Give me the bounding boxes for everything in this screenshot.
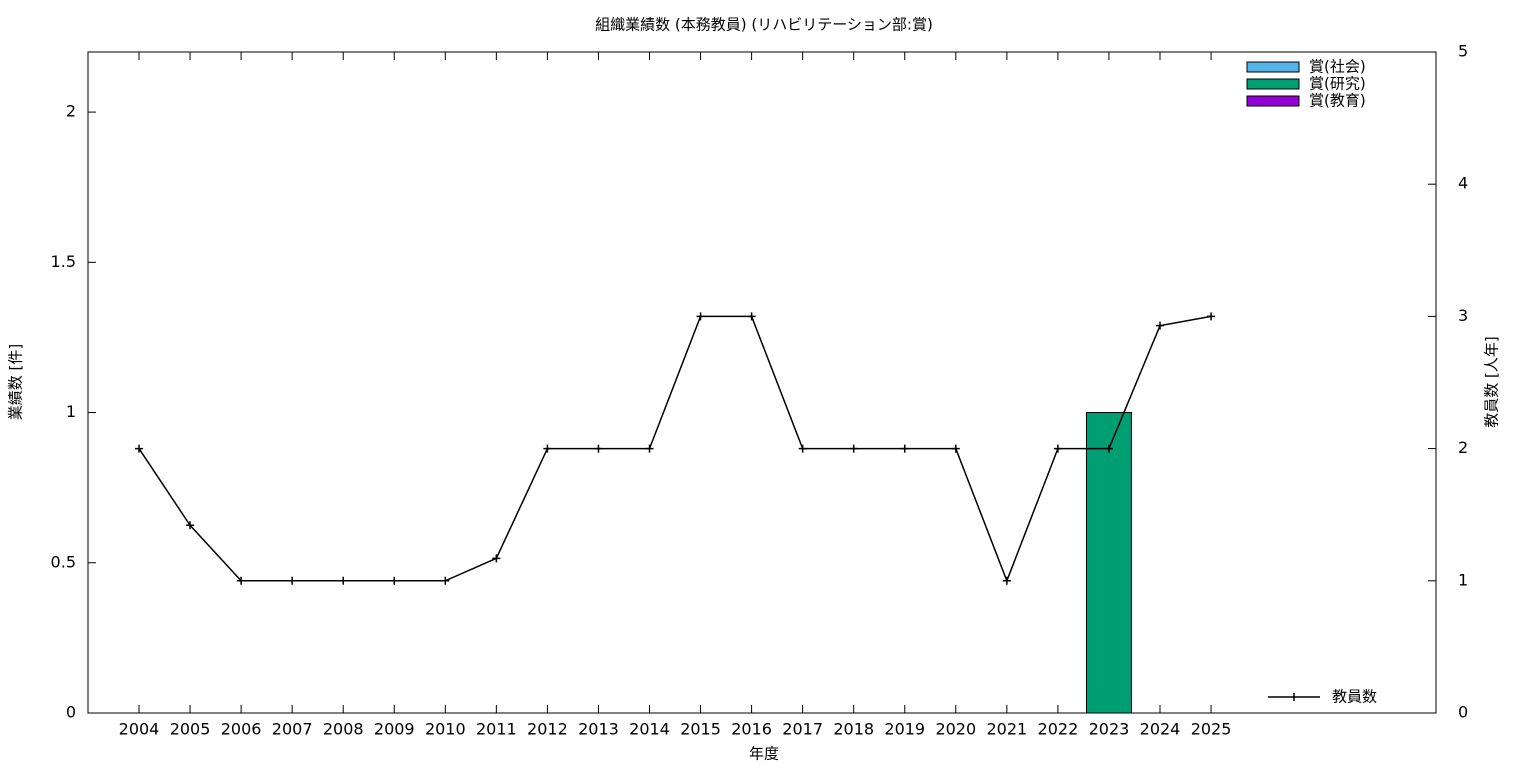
y-axis-label: 業績数 [件]	[7, 344, 25, 420]
point	[900, 444, 909, 453]
x-tick-label: 2024	[1140, 720, 1181, 739]
y2-tick-label: 1	[1458, 570, 1468, 589]
y2-tick-label: 5	[1458, 42, 1468, 61]
point	[543, 444, 552, 453]
x-tick-label: 2022	[1038, 720, 1079, 739]
x-tick-label: 2021	[986, 720, 1027, 739]
x-axis-label: 年度	[749, 745, 779, 763]
point	[594, 444, 603, 453]
point	[288, 576, 297, 585]
legend-label: 賞(研究)	[1309, 75, 1366, 93]
y2-tick-label: 0	[1458, 703, 1468, 722]
x-tick-label: 2023	[1089, 720, 1130, 739]
point	[849, 444, 858, 453]
point	[186, 521, 195, 530]
legend-label: 賞(教育)	[1309, 92, 1366, 110]
x-tick-label: 2011	[476, 720, 517, 739]
y2-tick-label: 4	[1458, 174, 1468, 193]
x-tick-label: 2012	[527, 720, 568, 739]
x-tick-label: 2020	[935, 720, 976, 739]
point	[492, 554, 501, 563]
y2-tick-label: 2	[1458, 438, 1468, 457]
x-tick-label: 2005	[170, 720, 211, 739]
legend-swatch	[1246, 95, 1300, 107]
x-tick-label: 2017	[782, 720, 823, 739]
x-tick-label: 2004	[119, 720, 160, 739]
x-tick-label: 2018	[833, 720, 874, 739]
x-tick-label: 2016	[731, 720, 772, 739]
point	[1156, 321, 1164, 330]
legend-label: 教員数	[1332, 688, 1377, 706]
bar	[1085, 412, 1132, 714]
y-tick-label: 1.5	[51, 252, 76, 271]
y2-axis-label: 教員数 [人年]	[1483, 336, 1501, 427]
point	[1053, 444, 1062, 453]
y-tick-label: 1	[66, 402, 76, 421]
legend-label: 賞(社会)	[1309, 58, 1366, 76]
chart-title: 組織業績数 (本務教員) (リハビリテーション部:賞)	[595, 16, 933, 34]
point	[747, 312, 756, 321]
x-tick-label: 2006	[221, 720, 262, 739]
x-tick-label: 2007	[272, 720, 313, 739]
x-tick-label: 2015	[680, 720, 721, 739]
point	[237, 576, 246, 585]
y2-tick-label: 3	[1458, 306, 1468, 325]
y-tick-label: 2	[66, 102, 76, 121]
x-tick-label: 2010	[425, 720, 466, 739]
y-tick-label: 0.5	[51, 552, 76, 571]
x-tick-label: 2025	[1191, 720, 1232, 739]
y-tick-label: 0	[66, 703, 76, 722]
legend-swatch	[1246, 61, 1300, 73]
point	[1104, 444, 1113, 453]
point	[441, 576, 450, 585]
point	[390, 576, 399, 585]
plot-frame	[87, 51, 1437, 714]
x-tick-label: 2009	[374, 720, 415, 739]
x-tick-label: 2008	[323, 720, 364, 739]
point	[135, 444, 143, 453]
point	[951, 444, 960, 453]
x-tick-label: 2014	[629, 720, 670, 739]
legend-swatch	[1246, 78, 1300, 90]
x-tick-label: 2019	[884, 720, 925, 739]
point	[645, 444, 654, 453]
point	[696, 312, 705, 321]
point	[1002, 576, 1011, 585]
line	[138, 315, 1212, 583]
legend-swatch	[1268, 693, 1320, 701]
point	[798, 444, 807, 453]
x-tick-label: 2013	[578, 720, 619, 739]
point	[1207, 312, 1216, 321]
point	[339, 576, 348, 585]
